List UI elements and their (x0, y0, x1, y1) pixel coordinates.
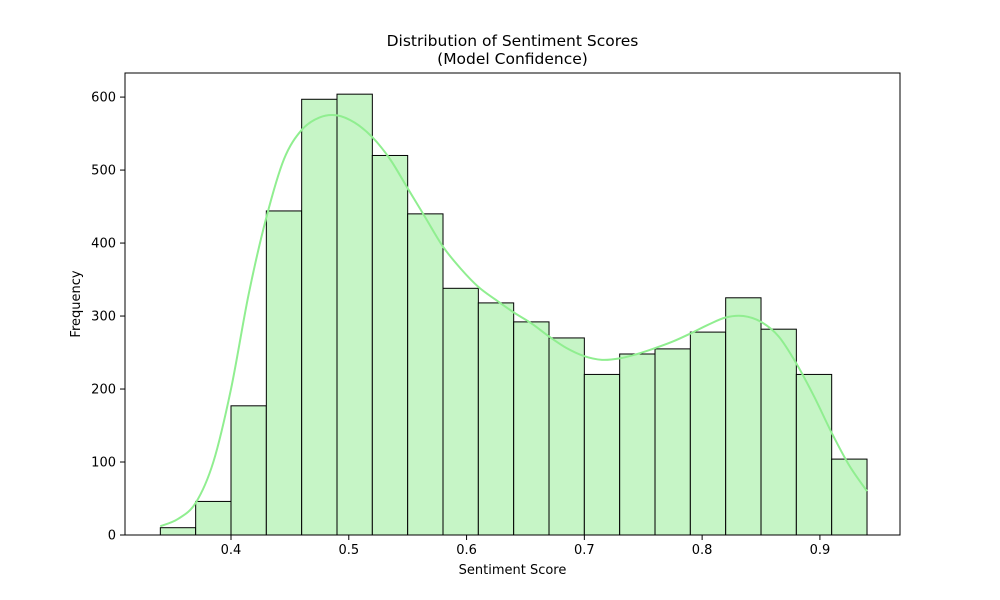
histogram-bar (760, 328, 797, 536)
y-tick-label: 0 (108, 529, 116, 544)
x-tick-label: 0.6 (456, 543, 477, 558)
y-tick-label: 100 (91, 456, 116, 471)
x-tick-label: 0.8 (692, 543, 713, 558)
x-axis-label: Sentiment Score (459, 563, 567, 578)
histogram-bar (831, 458, 868, 536)
histogram-bar (301, 98, 338, 536)
histogram-bar (477, 302, 515, 536)
y-tick-label: 400 (91, 237, 116, 252)
x-tick-label: 0.7 (574, 543, 595, 558)
y-axis-ticks: 0 100 200 300 400 500 600 (91, 91, 125, 544)
histogram-bar (371, 154, 409, 536)
histogram-bar (795, 373, 833, 536)
histogram-bar (336, 93, 373, 536)
kde-curve (159, 113, 868, 528)
histogram-bar (442, 287, 479, 536)
histogram-bar (725, 297, 762, 536)
y-tick-label: 300 (91, 310, 116, 325)
histogram-bar (583, 373, 621, 536)
x-tick-label: 0.9 (810, 543, 831, 558)
chart-title: Distribution of Sentiment Scores (387, 32, 639, 50)
y-tick-label: 600 (91, 91, 116, 106)
histogram-bar (689, 331, 727, 536)
histogram-bar (548, 337, 585, 536)
y-axis-label: Frequency (69, 270, 84, 337)
histogram-bar (159, 527, 197, 536)
histogram-bar (513, 321, 550, 536)
plot-frame (124, 72, 901, 536)
histogram-bar (619, 353, 656, 536)
x-axis-ticks: 0.4 0.5 0.6 0.7 0.8 0.9 (221, 535, 831, 558)
chart-subtitle: (Model Confidence) (437, 50, 588, 68)
histogram-bar (230, 405, 267, 536)
histogram-bar (195, 500, 232, 536)
histogram-bars (159, 93, 868, 536)
y-tick-label: 500 (91, 164, 116, 179)
x-tick-label: 0.4 (221, 543, 242, 558)
y-tick-label: 200 (91, 383, 116, 398)
x-tick-label: 0.5 (338, 543, 359, 558)
histogram-bar (265, 210, 303, 536)
histogram-bar (654, 348, 691, 536)
histogram-bar (407, 213, 444, 536)
